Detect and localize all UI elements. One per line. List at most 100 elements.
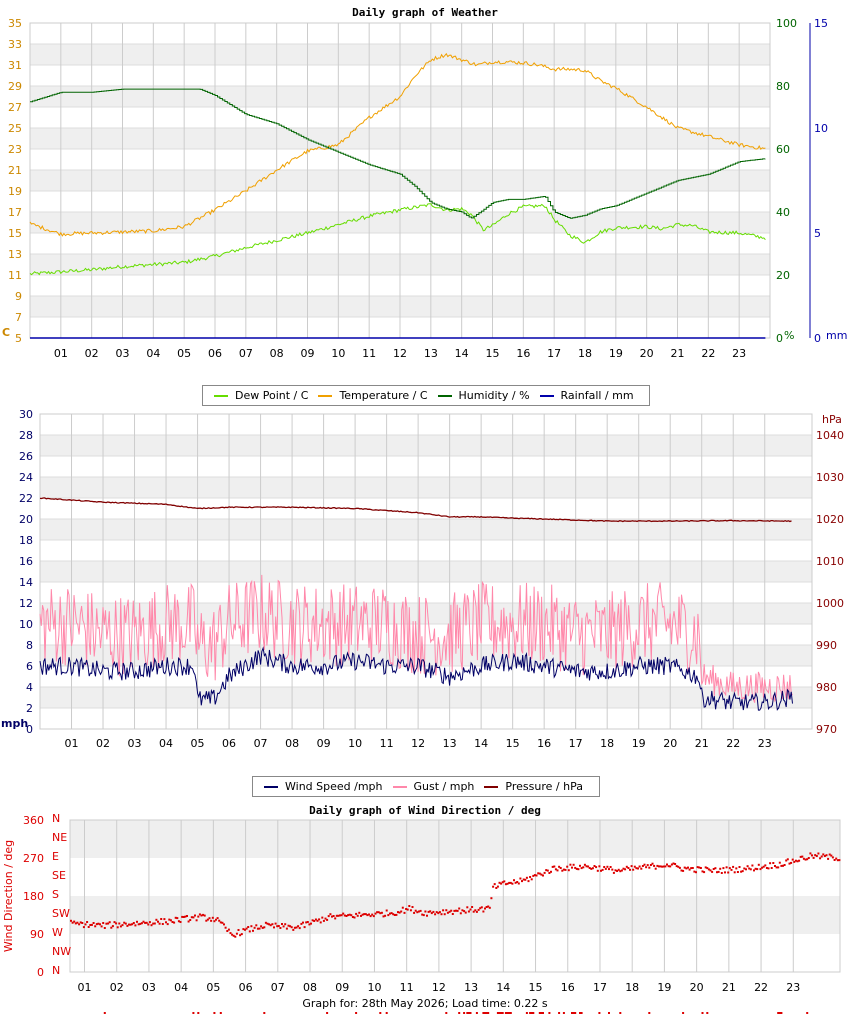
y-tick-label-humidity: 80 bbox=[776, 80, 790, 93]
wind-direction-point bbox=[205, 919, 208, 922]
wind-direction-point bbox=[543, 871, 546, 874]
y-tick-label-temp: 19 bbox=[8, 185, 22, 198]
wind-direction-point bbox=[329, 913, 332, 916]
x-tick-label: 14 bbox=[496, 981, 510, 994]
wind-direction-point bbox=[322, 919, 325, 922]
wind-direction-point bbox=[691, 867, 694, 869]
wind-direction-point bbox=[331, 915, 333, 918]
wind-direction-point bbox=[266, 922, 269, 925]
x-tick-label: 05 bbox=[206, 981, 220, 994]
y-tick-label-speed: 2 bbox=[26, 702, 33, 715]
legend-wind-speed-label: Wind Speed /mph bbox=[285, 780, 383, 793]
wind-legend: Wind Speed /mph Gust / mph Pressure / hP… bbox=[252, 776, 600, 797]
calm-marker-point bbox=[571, 1012, 573, 1014]
wind-direction-point bbox=[145, 921, 148, 924]
wind-direction-point bbox=[807, 857, 810, 859]
y-tick-label-speed: 8 bbox=[26, 639, 33, 652]
pressure-line bbox=[39, 497, 792, 523]
calm-marker-point bbox=[355, 1012, 358, 1014]
wind-direction-point bbox=[532, 874, 535, 877]
calm-marker-point bbox=[530, 1012, 533, 1014]
wind-direction-point bbox=[105, 922, 108, 925]
calm-marker-point bbox=[504, 1012, 507, 1014]
wind-direction-point bbox=[582, 866, 585, 869]
calm-marker-point bbox=[263, 1012, 266, 1014]
x-tick-label: 21 bbox=[671, 347, 685, 360]
wind-direction-point bbox=[738, 866, 741, 868]
wind-direction-point bbox=[619, 870, 622, 873]
wind-direction-point bbox=[487, 905, 490, 908]
wind-direction-point bbox=[176, 917, 179, 920]
wind-direction-point bbox=[645, 866, 648, 869]
wind-direction-point bbox=[139, 922, 142, 925]
wind-direction-point bbox=[751, 864, 754, 867]
wind-direction-point bbox=[712, 868, 715, 870]
calm-marker-point bbox=[506, 1012, 509, 1014]
y-tick-label-speed: 16 bbox=[19, 555, 33, 568]
y-tick-label-direction: 270 bbox=[23, 852, 44, 865]
wind-direction-point bbox=[783, 864, 786, 866]
y-tick-label-temp: 9 bbox=[15, 290, 22, 303]
wind-direction-point bbox=[136, 920, 138, 923]
wind-direction-point bbox=[572, 863, 575, 866]
plot-band bbox=[40, 540, 812, 561]
wind-direction-point bbox=[571, 866, 573, 869]
plot-band bbox=[40, 687, 812, 708]
wind-direction-point bbox=[504, 883, 507, 886]
wind-direction-point bbox=[540, 873, 543, 876]
wind-direction-point bbox=[206, 918, 209, 921]
wind-direction-point bbox=[202, 913, 205, 916]
y-tick-label-temp: 25 bbox=[8, 122, 22, 135]
wind-direction-point bbox=[685, 867, 688, 870]
wind-direction-point bbox=[234, 935, 237, 938]
x-tick-label: 18 bbox=[625, 981, 639, 994]
wind-direction-point bbox=[157, 920, 159, 923]
wind-direction-point bbox=[285, 927, 288, 930]
wind-direction-point bbox=[308, 923, 311, 926]
x-tick-label: 02 bbox=[85, 347, 99, 360]
wind-direction-point bbox=[733, 871, 736, 874]
y-tick-label-temp: 29 bbox=[8, 80, 22, 93]
y-tick-label-speed: 22 bbox=[19, 492, 33, 505]
wind-direction-point bbox=[545, 869, 548, 872]
wind-direction-point bbox=[430, 912, 433, 915]
calm-marker-point bbox=[445, 1012, 448, 1014]
compass-label: SE bbox=[52, 869, 66, 882]
wind-direction-point bbox=[823, 855, 826, 857]
wind-direction-point bbox=[796, 860, 799, 863]
wind-direction-point bbox=[603, 866, 606, 868]
wind-direction-point bbox=[754, 867, 757, 870]
plot-band bbox=[40, 435, 812, 456]
wind-direction-point bbox=[340, 914, 343, 917]
x-tick-label: 17 bbox=[569, 737, 583, 750]
wind-direction-point bbox=[659, 865, 662, 868]
wind-direction-point bbox=[319, 921, 322, 924]
wind-direction-point bbox=[313, 920, 316, 922]
wind-direction-point bbox=[245, 927, 248, 930]
calm-marker-point bbox=[538, 1012, 541, 1014]
x-tick-label: 02 bbox=[110, 981, 124, 994]
plot-band bbox=[70, 934, 840, 972]
wind-direction-point bbox=[358, 911, 361, 914]
compass-label: SW bbox=[52, 907, 70, 920]
calm-marker-point bbox=[619, 1012, 622, 1014]
wind-direction-point bbox=[587, 865, 590, 868]
wind-direction-point bbox=[282, 925, 285, 928]
wind-direction-point bbox=[775, 866, 778, 869]
x-tick-label: 09 bbox=[335, 981, 349, 994]
wind-direction-point bbox=[471, 906, 474, 908]
wind-direction-point bbox=[348, 913, 351, 916]
wind-direction-point bbox=[583, 863, 586, 866]
wind-direction-point bbox=[237, 929, 240, 931]
wind-direction-point bbox=[806, 858, 809, 861]
wind-direction-point bbox=[361, 913, 364, 916]
plot-band bbox=[40, 645, 812, 666]
wind-direction-point bbox=[591, 867, 594, 870]
wind-direction-point bbox=[186, 915, 188, 917]
wind-direction-point bbox=[215, 918, 217, 921]
wind-direction-point bbox=[210, 919, 213, 922]
calm-marker-point bbox=[806, 1012, 809, 1014]
wind-direction-point bbox=[353, 916, 356, 919]
y-tick-label-pressure: 1030 bbox=[816, 471, 844, 484]
wind-direction-point bbox=[748, 867, 751, 870]
